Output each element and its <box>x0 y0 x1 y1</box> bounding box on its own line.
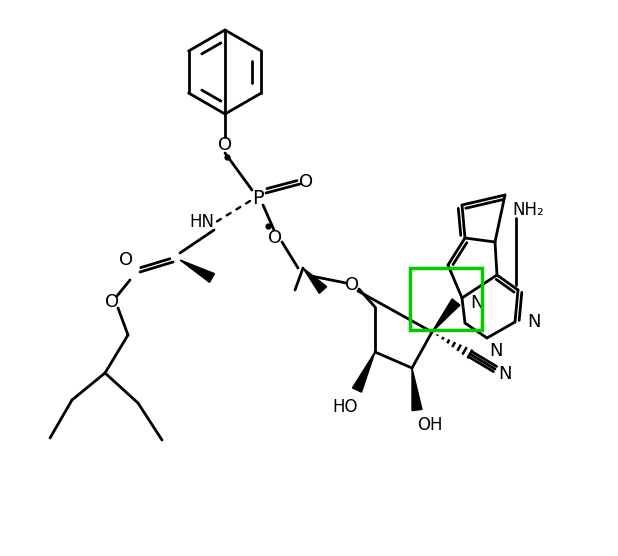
Polygon shape <box>432 299 460 332</box>
Polygon shape <box>412 368 422 410</box>
Text: N: N <box>489 342 502 360</box>
Text: O: O <box>268 229 282 247</box>
Text: O: O <box>299 173 313 191</box>
Text: N: N <box>498 365 512 383</box>
Text: HN: HN <box>190 213 214 231</box>
Bar <box>410 268 482 330</box>
Text: O: O <box>119 251 133 269</box>
Text: N: N <box>470 294 483 312</box>
Text: O: O <box>345 276 359 294</box>
Polygon shape <box>180 260 214 282</box>
Text: O: O <box>105 293 119 311</box>
Text: P: P <box>252 188 264 207</box>
Polygon shape <box>352 352 375 392</box>
Text: O: O <box>218 136 232 154</box>
Text: HO: HO <box>332 398 358 416</box>
Text: NH₂: NH₂ <box>512 201 544 219</box>
Polygon shape <box>303 268 327 294</box>
Text: OH: OH <box>417 416 442 434</box>
Text: N: N <box>527 313 541 331</box>
